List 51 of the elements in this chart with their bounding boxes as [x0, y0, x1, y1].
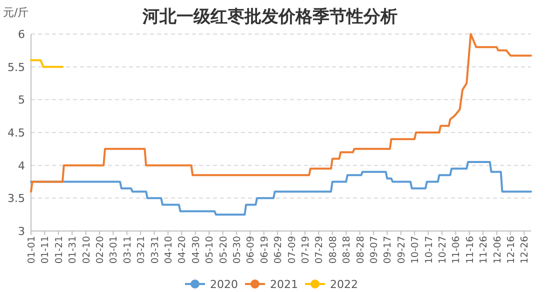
- x-tick-label: 09-07: [368, 236, 380, 264]
- x-tick-label: 08-08: [328, 236, 339, 264]
- x-tick-label: 01-21: [54, 236, 65, 264]
- x-tick-label: 01-11: [40, 236, 52, 264]
- x-tick-label: 03-21: [136, 236, 148, 264]
- x-tick-label: 06-19: [259, 236, 270, 264]
- x-tick-label: 05-20: [218, 236, 230, 264]
- y-tick-label: 6: [18, 28, 25, 41]
- x-tick-label: 05-30: [232, 236, 243, 264]
- x-tick-label: 07-09: [286, 236, 298, 264]
- x-tick-label: 12-26: [520, 236, 531, 264]
- x-tick-label: 04-30: [190, 236, 202, 264]
- x-tick-label: 12-16: [506, 236, 517, 264]
- x-tick-label: 10-07: [410, 236, 422, 264]
- x-tick-label: 01-31: [68, 236, 79, 264]
- x-tick-label: 09-17: [382, 236, 394, 264]
- x-tick-label: 06-09: [246, 236, 257, 264]
- x-tick-label: 04-20: [177, 236, 188, 264]
- chart-title: 河北一级红枣批发价格季节性分析: [142, 7, 398, 27]
- line-series: [30, 33, 532, 193]
- x-tick-label: 03-11: [122, 236, 134, 264]
- y-tick-label: 4: [18, 159, 25, 172]
- x-tick-label: 03-01: [108, 236, 120, 264]
- x-tick-label: 04-10: [163, 236, 174, 264]
- legend-label: 2021: [270, 278, 298, 291]
- x-tick-label: 08-28: [355, 236, 366, 264]
- legend-label: 2022: [330, 278, 358, 291]
- x-tick-label: 11-06: [451, 236, 462, 264]
- legend-label: 2020: [210, 278, 238, 291]
- x-tick-label: 01-01: [26, 236, 38, 264]
- x-tick-label: 02-10: [81, 236, 92, 264]
- x-tick-label: 03-31: [150, 236, 161, 264]
- x-tick-label: 06-29: [273, 236, 284, 264]
- y-tick-label: 3.5: [8, 192, 25, 206]
- x-tick-label: 07-19: [300, 236, 312, 264]
- y-tick-label: 5: [18, 94, 25, 107]
- x-tick-label: 12-06: [492, 236, 504, 264]
- x-tick-label: 08-18: [342, 236, 353, 264]
- x-tick-label: 10-27: [437, 236, 448, 264]
- y-tick-label: 4.5: [8, 126, 25, 140]
- x-tick-label: 11-26: [478, 236, 490, 264]
- line-series: [30, 161, 532, 216]
- y-tick-label: 5.5: [8, 60, 25, 74]
- x-tick-label: 09-27: [396, 236, 408, 264]
- y-axis-title: 元/斤: [3, 6, 29, 19]
- x-tick-label: 10-17: [424, 236, 435, 264]
- x-tick-label: 05-10: [204, 236, 216, 264]
- y-tick-label: 3: [18, 225, 25, 238]
- x-tick-label: 02-20: [94, 236, 106, 264]
- x-tick-label: 11-16: [464, 236, 476, 264]
- x-tick-label: 07-29: [314, 236, 326, 264]
